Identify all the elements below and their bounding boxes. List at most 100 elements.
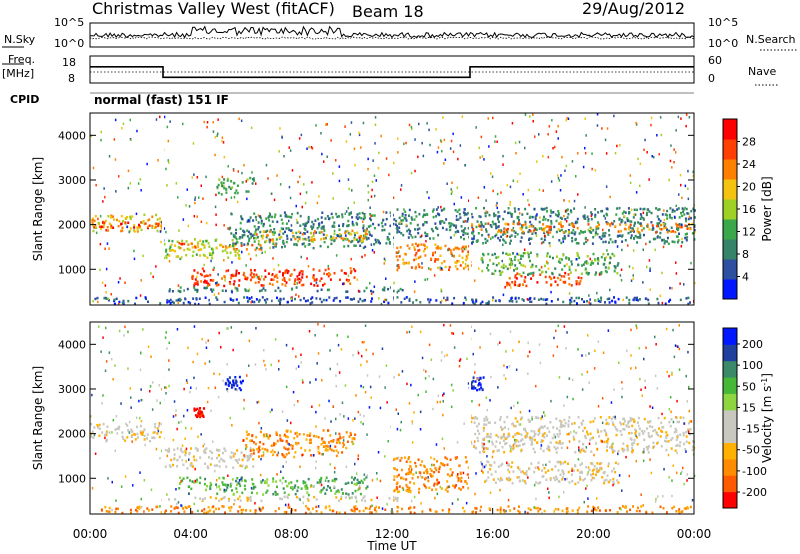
- data-cell: [549, 231, 552, 234]
- data-cell: [432, 377, 435, 381]
- data-cell: [543, 436, 546, 439]
- data-cell: [205, 341, 207, 344]
- data-cell: [613, 269, 616, 273]
- data-cell: [514, 235, 517, 238]
- data-cell: [206, 284, 209, 287]
- data-cell: [273, 198, 276, 202]
- data-cell: [561, 217, 563, 220]
- data-cell: [657, 223, 660, 226]
- data-cell: [113, 138, 116, 141]
- data-cell: [502, 263, 505, 267]
- data-cell: [218, 454, 220, 457]
- data-cell: [594, 169, 597, 172]
- data-cell: [483, 419, 486, 422]
- data-cell: [664, 240, 667, 243]
- data-cell: [170, 505, 173, 508]
- data-cell: [540, 237, 543, 241]
- data-cell: [676, 434, 679, 437]
- data-cell: [167, 159, 169, 162]
- data-cell: [613, 296, 615, 299]
- data-cell: [466, 264, 469, 268]
- data-cell: [240, 330, 243, 334]
- data-cell: [567, 229, 570, 232]
- data-cell: [232, 233, 235, 237]
- data-cell: [166, 449, 169, 452]
- data-cell: [529, 438, 532, 441]
- data-cell: [236, 483, 238, 486]
- data-cell: [456, 475, 459, 478]
- data-cell: [432, 237, 435, 240]
- data-cell: [665, 435, 668, 438]
- data-cell: [587, 223, 590, 226]
- data-cell: [614, 470, 617, 474]
- data-cell: [282, 476, 285, 480]
- data-cell: [252, 273, 255, 276]
- data-cell: [560, 225, 563, 228]
- data-cell: [180, 420, 183, 424]
- data-cell: [356, 231, 359, 235]
- data-cell: [570, 210, 573, 214]
- data-cell: [484, 464, 487, 467]
- data-cell: [514, 267, 517, 271]
- data-cell: [672, 328, 674, 332]
- data-cell: [273, 215, 276, 219]
- data-cell: [680, 211, 682, 215]
- data-cell: [114, 364, 116, 367]
- data-cell: [174, 244, 177, 247]
- data-cell: [111, 508, 113, 512]
- data-cell: [105, 510, 108, 513]
- data-cell: [501, 270, 504, 274]
- data-cell: [489, 468, 492, 471]
- data-cell: [223, 490, 226, 493]
- data-cell: [678, 223, 681, 226]
- data-cell: [313, 277, 316, 280]
- data-cell: [233, 249, 236, 252]
- data-cell: [218, 331, 220, 335]
- data-cell: [343, 245, 346, 248]
- data-cell: [566, 216, 569, 219]
- data-cell: [483, 446, 486, 450]
- data-cell: [283, 245, 286, 248]
- data-cell: [338, 441, 341, 445]
- data-cell: [417, 155, 419, 159]
- data-cell: [315, 435, 318, 438]
- data-cell: [668, 300, 670, 303]
- data-cell: [159, 302, 162, 305]
- data-cell: [648, 210, 651, 213]
- data-cell: [601, 476, 604, 479]
- data-cell: [446, 473, 449, 476]
- data-cell: [645, 213, 648, 217]
- data-cell: [616, 264, 619, 267]
- data-cell: [402, 262, 405, 265]
- data-cell: [330, 212, 333, 216]
- data-cell: [491, 455, 494, 459]
- data-cell: [471, 223, 473, 226]
- data-cell: [305, 505, 307, 508]
- data-cell: [687, 302, 690, 306]
- data-cell: [623, 420, 626, 423]
- data-cell: [260, 234, 263, 238]
- data-cell: [422, 223, 425, 226]
- data-cell: [168, 239, 171, 243]
- data-cell: [379, 242, 381, 245]
- data-cell: [586, 510, 589, 513]
- data-cell: [684, 236, 687, 240]
- data-cell: [99, 215, 102, 218]
- data-cell: [597, 257, 600, 260]
- data-cell: [526, 432, 529, 435]
- data-cell: [158, 384, 161, 387]
- data-cell: [170, 243, 173, 247]
- data-cell: [260, 480, 263, 483]
- data-cell: [639, 222, 642, 225]
- data-cell: [328, 505, 331, 508]
- data-cell: [241, 479, 243, 482]
- data-cell: [237, 257, 240, 260]
- data-cell: [291, 231, 294, 235]
- data-cell: [470, 420, 473, 424]
- data-cell: [159, 230, 162, 233]
- data-cell: [151, 215, 154, 218]
- noise-left-tick-high: 10^5: [54, 16, 84, 29]
- data-cell: [230, 245, 232, 248]
- data-cell: [464, 164, 466, 167]
